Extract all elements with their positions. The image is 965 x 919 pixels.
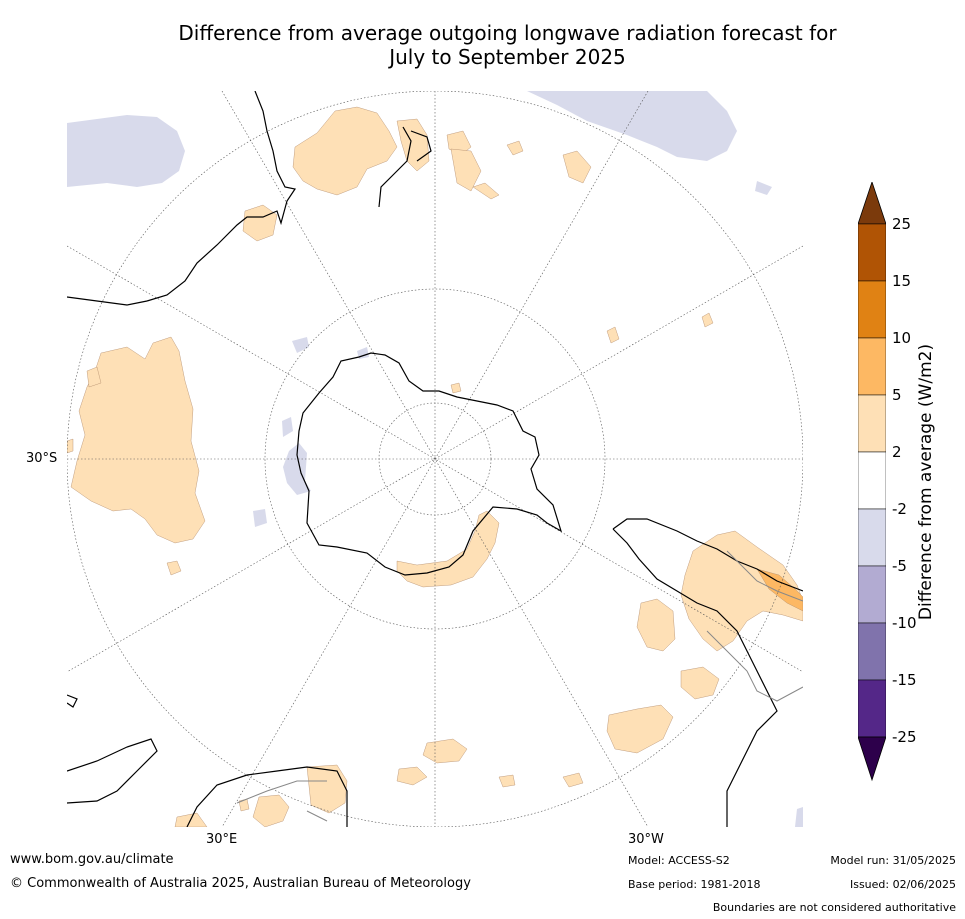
colorbar-tick: 15 xyxy=(892,272,912,290)
colorbar-bin-10-15 xyxy=(858,280,886,339)
footer-disclaimer: Boundaries are not considered authoritat… xyxy=(712,901,956,914)
strong-positive-areas xyxy=(756,568,803,612)
footer-copyright: © Commonwealth of Australia 2025, Austra… xyxy=(10,876,471,891)
colorbar-tick: 2 xyxy=(892,443,902,461)
footer-url[interactable]: www.bom.gov.au/climate xyxy=(10,852,174,867)
colorbar xyxy=(858,182,886,782)
colorbar-bin-5-10 xyxy=(858,337,886,396)
map-title: Difference from average outgoing longwav… xyxy=(80,21,935,69)
lon-label-30w: 30°W xyxy=(628,832,664,847)
colorbar-bin-minus15-minus25 xyxy=(858,679,886,738)
footer-model-run: Model run: 31/05/2025 xyxy=(830,854,956,867)
colorbar-tick: 5 xyxy=(892,386,902,404)
footer-base-period: Base period: 1981-2018 xyxy=(628,878,761,891)
new-zealand-coast xyxy=(378,126,412,208)
south-america-coast xyxy=(612,518,803,592)
colorbar-tick: 10 xyxy=(892,329,912,347)
colorbar-tick: -15 xyxy=(892,671,917,689)
graticule xyxy=(67,91,803,827)
colorbar-tick: -25 xyxy=(892,728,917,746)
africa-coast xyxy=(67,738,158,804)
title-line-1: Difference from average outgoing longwav… xyxy=(178,21,837,45)
colorbar-bin-neutral xyxy=(858,451,886,510)
polar-map xyxy=(67,91,803,827)
colorbar-label: Difference from average (W/m2) xyxy=(916,343,936,621)
coastlines xyxy=(67,91,803,827)
colorbar-bin-2-5 xyxy=(858,394,886,453)
borders xyxy=(236,550,803,822)
colorbar-bottom-arrow xyxy=(858,736,886,782)
footer-model: Model: ACCESS-S2 xyxy=(628,854,730,867)
lon-label-30e: 30°E xyxy=(206,832,238,847)
negative-anomaly-areas xyxy=(67,91,803,827)
title-line-2: July to September 2025 xyxy=(389,45,626,69)
colorbar-bin-minus10-minus15 xyxy=(858,622,886,681)
colorbar-tick: -10 xyxy=(892,614,917,632)
colorbar-tick: -5 xyxy=(892,557,907,575)
colorbar-tick: 25 xyxy=(892,215,912,233)
positive-anomaly-areas xyxy=(67,106,803,827)
colorbar-bin-15-25 xyxy=(858,223,886,282)
colorbar-tick: -2 xyxy=(892,500,907,518)
australia-coast xyxy=(146,91,296,302)
colorbar-top-arrow xyxy=(858,182,886,225)
footer-issued: Issued: 02/06/2025 xyxy=(849,878,956,891)
lat-label-30s: 30°S xyxy=(26,451,58,466)
colorbar-bin-minus5-minus10 xyxy=(858,565,886,624)
antarctica-coast xyxy=(296,352,563,576)
colorbar-bin-minus2-minus5 xyxy=(858,508,886,567)
